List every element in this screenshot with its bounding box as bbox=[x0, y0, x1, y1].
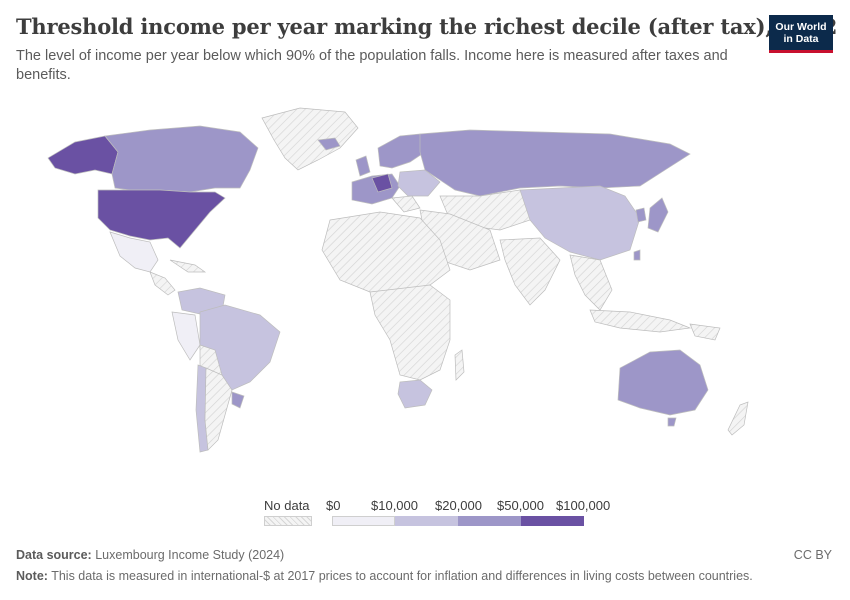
region-australia[interactable] bbox=[617, 349, 709, 416]
region-peru-andes[interactable] bbox=[171, 311, 201, 361]
logo-line-2: in Data bbox=[783, 33, 819, 45]
region-uruguay[interactable] bbox=[231, 391, 245, 409]
region-new-zealand[interactable] bbox=[727, 401, 749, 436]
region-china[interactable] bbox=[519, 185, 641, 261]
legend-no-data-label: No data bbox=[264, 498, 310, 513]
region-balkans[interactable] bbox=[391, 195, 421, 213]
world-map[interactable] bbox=[0, 100, 850, 480]
data-source-label: Data source: bbox=[16, 548, 92, 562]
region-central-america[interactable] bbox=[149, 271, 176, 296]
legend-swatch-1[interactable] bbox=[395, 516, 458, 526]
region-korea[interactable] bbox=[635, 207, 647, 223]
region-south-africa[interactable] bbox=[397, 379, 433, 409]
region-iceland[interactable] bbox=[317, 137, 341, 151]
region-caribbean[interactable] bbox=[169, 259, 207, 273]
legend-swatch-2[interactable] bbox=[458, 516, 521, 526]
note-label: Note: bbox=[16, 569, 48, 583]
chart-title: Threshold income per year marking the ri… bbox=[16, 14, 838, 39]
legend-bin-label-3: $50,000 bbox=[497, 498, 544, 513]
legend-bin-label-1: $10,000 bbox=[371, 498, 418, 513]
legend-bin-label-4: $100,000 bbox=[556, 498, 611, 513]
region-usa[interactable] bbox=[97, 189, 226, 249]
region-greenland[interactable] bbox=[261, 107, 359, 171]
note-text: This data is measured in international-$… bbox=[51, 569, 753, 583]
region-southeast-asia[interactable] bbox=[569, 254, 613, 311]
legend-bin-label-0: $0 bbox=[326, 498, 341, 513]
region-canada[interactable] bbox=[104, 125, 259, 193]
region-uk[interactable] bbox=[355, 155, 371, 177]
region-indonesia[interactable] bbox=[589, 309, 692, 333]
region-india[interactable] bbox=[499, 237, 561, 306]
region-mexico[interactable] bbox=[109, 231, 159, 273]
license-label[interactable]: CC BY bbox=[793, 548, 832, 562]
region-scandinavia[interactable] bbox=[377, 133, 426, 169]
region-argentina[interactable] bbox=[204, 367, 233, 451]
chart-subtitle: The level of income per year below which… bbox=[16, 48, 728, 83]
legend-no-data-swatch bbox=[264, 516, 312, 526]
owid-logo[interactable]: Our World in Data bbox=[769, 15, 833, 53]
region-central-europe[interactable] bbox=[371, 173, 393, 193]
region-tasmania[interactable] bbox=[667, 417, 677, 427]
map-legend: No data $0 $10,000 $20,000 $50,000 $100,… bbox=[262, 498, 622, 534]
region-madagascar[interactable] bbox=[454, 349, 465, 381]
region-papua[interactable] bbox=[689, 323, 721, 341]
legend-bin-label-2: $20,000 bbox=[435, 498, 482, 513]
footnote: Note: This data is measured in internati… bbox=[16, 569, 753, 583]
data-source: Data source: Luxembourg Income Study (20… bbox=[16, 548, 284, 562]
legend-swatch-3[interactable] bbox=[521, 516, 584, 526]
region-russia[interactable] bbox=[419, 129, 691, 197]
region-alaska[interactable] bbox=[47, 135, 119, 175]
region-taiwan[interactable] bbox=[633, 249, 641, 261]
logo-line-1: Our World bbox=[775, 21, 827, 33]
region-central-africa[interactable] bbox=[369, 284, 451, 381]
legend-swatch-0[interactable] bbox=[332, 516, 395, 526]
data-source-link[interactable]: Luxembourg Income Study (2024) bbox=[95, 548, 285, 562]
region-japan[interactable] bbox=[647, 197, 669, 233]
